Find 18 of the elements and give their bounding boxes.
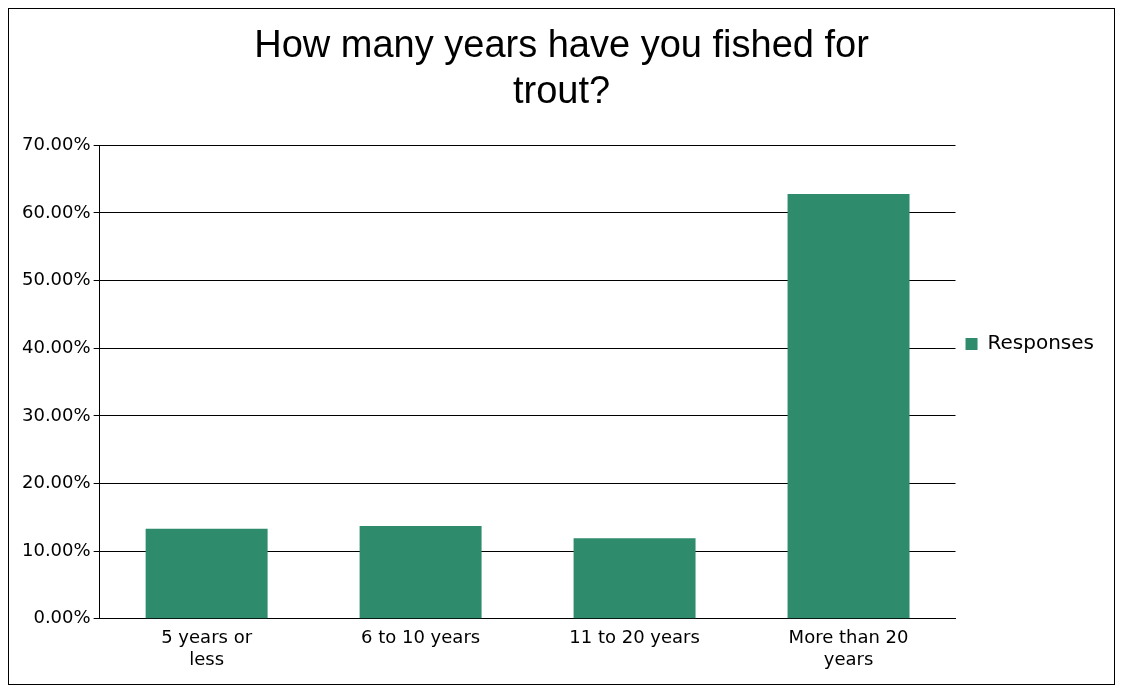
x-tick-label: More than 20 years: [788, 626, 909, 669]
bar: [573, 538, 696, 619]
y-tick-label: 10.00%: [21, 538, 91, 560]
y-tick-label: 0.00%: [33, 606, 91, 628]
bar: [145, 528, 268, 619]
x-tick-label: 5 years or less: [161, 626, 253, 669]
y-tick-label: 30.00%: [21, 403, 91, 425]
y-tick-label: 20.00%: [21, 471, 91, 493]
bar: [787, 193, 910, 619]
y-tick-label: 40.00%: [21, 335, 91, 357]
legend-label: Responses: [987, 330, 1095, 355]
y-tick-label: 70.00%: [21, 132, 91, 154]
bar: [359, 526, 482, 619]
x-tick-label: 6 to 10 years: [361, 626, 481, 648]
x-tick-label: 11 to 20 years: [569, 626, 700, 648]
y-tick-label: 60.00%: [21, 200, 91, 222]
chart-title: How many years have you fished for trout?: [254, 23, 870, 111]
y-tick-label: 50.00%: [21, 268, 91, 290]
